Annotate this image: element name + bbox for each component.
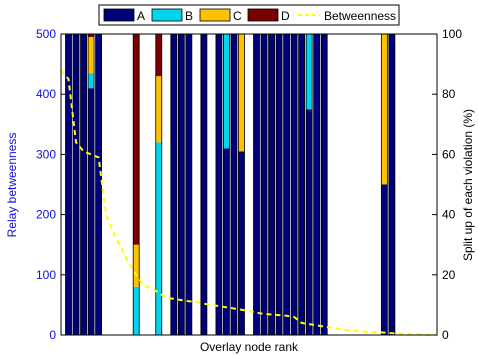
- bar-43-segment-C: [381, 34, 388, 185]
- bar-dividers-layer: [65, 34, 396, 335]
- y-right-tick-label-20: 20: [442, 268, 456, 282]
- betweenness-layer: [60, 69, 437, 336]
- y-left-tick-label-400: 400: [36, 87, 56, 101]
- bar-13-segment-C: [155, 76, 162, 143]
- bar-31-segment-A: [291, 34, 298, 335]
- y-left-axis-title: Relay betweenness: [5, 133, 19, 238]
- bar-10-segment-B: [133, 286, 140, 335]
- y-right-tick-label-80: 80: [442, 87, 456, 101]
- legend-swatch-a: [103, 8, 135, 22]
- bar-13-segment-D: [155, 34, 162, 77]
- bar-29-segment-A: [276, 34, 283, 335]
- bar-15-segment-A: [170, 34, 177, 335]
- bar-24-segment-A: [238, 151, 245, 335]
- bar-4-segment-C: [88, 37, 95, 74]
- x-axis-title: Overlay node rank: [200, 340, 299, 354]
- bar-43-segment-A: [381, 184, 388, 335]
- bar-30-segment-A: [283, 34, 290, 335]
- bar-23-segment-A: [230, 34, 237, 335]
- bar-13-segment-B: [155, 142, 162, 335]
- legend-label-betweenness: Betweenness: [324, 9, 396, 23]
- legend: A B C D Betweenness: [98, 4, 400, 26]
- legend-label-d: D: [281, 9, 290, 23]
- bar-35-segment-A: [321, 34, 328, 335]
- plot-frame: [60, 33, 438, 336]
- bar-28-segment-A: [268, 34, 275, 335]
- bar-24-segment-C: [238, 34, 245, 152]
- legend-swatch-c: [199, 8, 231, 22]
- bar-21-segment-A: [215, 34, 222, 335]
- y-right-tick-label-60: 60: [442, 147, 456, 161]
- legend-swatch-d: [247, 8, 279, 22]
- bar-4-segment-B: [88, 73, 95, 89]
- bar-33-segment-B: [306, 34, 313, 110]
- bar-1-segment-A: [65, 34, 72, 335]
- bar-16-segment-A: [178, 34, 185, 335]
- y-left-tick-label-200: 200: [36, 208, 56, 222]
- y-left-tick-label-100: 100: [36, 268, 56, 282]
- y-right-axis-title: Split up of each violation (%): [461, 109, 475, 261]
- bar-3-segment-A: [80, 34, 87, 335]
- y-left-tick-label-0: 0: [49, 328, 56, 342]
- legend-label-b: B: [185, 9, 193, 23]
- bar-26-segment-A: [253, 34, 260, 335]
- y-right-tick-label-0: 0: [442, 328, 449, 342]
- bar-32-segment-A: [298, 34, 305, 335]
- bar-17-segment-A: [185, 34, 192, 335]
- legend-label-c: C: [233, 9, 242, 23]
- bar-22-segment-A: [223, 148, 230, 335]
- y-left-tick-label-300: 300: [36, 147, 56, 161]
- bar-10-segment-D: [133, 34, 140, 245]
- bars-layer: [65, 34, 395, 336]
- bar-44-segment-A: [388, 34, 395, 335]
- y-right-tick-label-100: 100: [442, 27, 462, 41]
- ticks-layer: 0 100 200 300 400 500 0 20 40 60 80 100: [36, 27, 462, 342]
- legend-swatch-b: [151, 8, 183, 22]
- y-right-tick-label-40: 40: [442, 208, 456, 222]
- bar-10-segment-C: [133, 244, 140, 287]
- y-left-tick-label-500: 500: [36, 27, 56, 41]
- bar-19-segment-A: [200, 34, 207, 335]
- bar-22-segment-B: [223, 34, 230, 149]
- betweenness-line: [60, 69, 437, 336]
- bar-4-segment-A: [88, 88, 95, 336]
- bar-2-segment-A: [73, 34, 80, 335]
- bar-27-segment-A: [261, 34, 268, 335]
- bar-5-segment-A: [95, 34, 102, 335]
- bar-33-segment-A: [306, 109, 313, 335]
- bar-34-segment-A: [313, 34, 320, 335]
- legend-label-a: A: [137, 9, 145, 23]
- bar-4-segment-D: [88, 34, 95, 38]
